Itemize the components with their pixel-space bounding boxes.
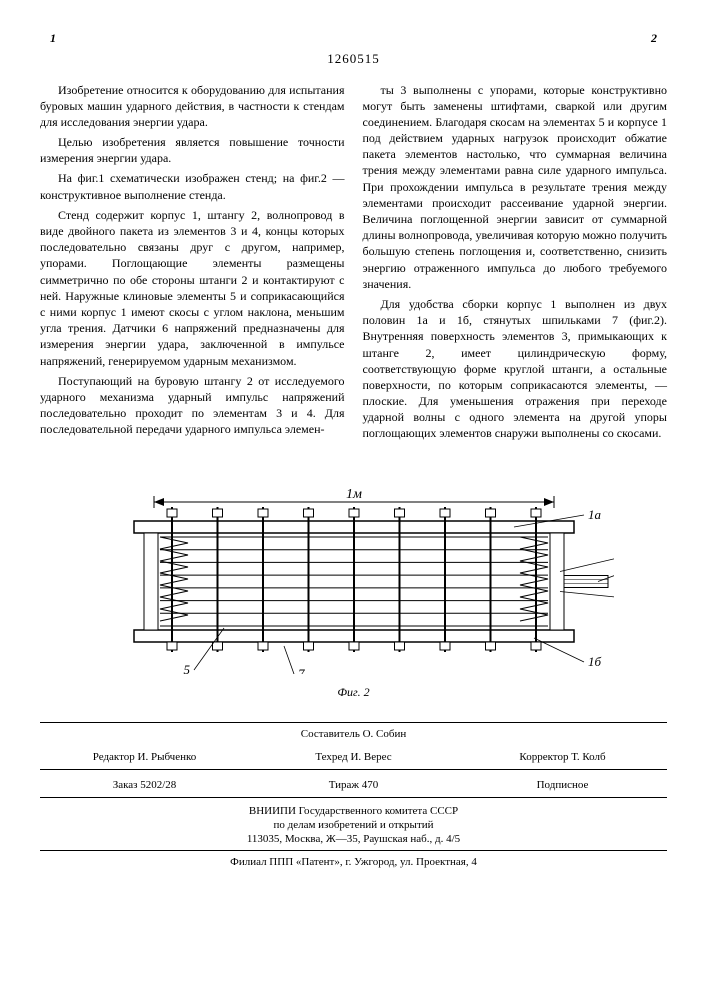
org-line: ВНИИПИ Государственного комитета СССР — [40, 804, 667, 818]
order: Заказ 5202/28 — [40, 778, 249, 793]
page-numbers: 1 2 — [40, 30, 667, 50]
org-line: Филиал ППП «Патент», г. Ужгород, ул. Про… — [40, 855, 667, 869]
svg-text:1б: 1б — [588, 654, 602, 669]
svg-text:1а: 1а — [588, 507, 602, 522]
figure-caption: Фиг. 2 — [40, 684, 667, 700]
tirage: Тираж 470 — [249, 778, 458, 793]
credits-block: Составитель О. Собин Редактор И. Рыбченк… — [40, 722, 667, 870]
svg-text:1м: 1м — [346, 487, 362, 502]
para: Для удобства сборки корпус 1 выполнен из… — [363, 296, 668, 442]
org-block: ВНИИПИ Государственного комитета СССР по… — [40, 804, 667, 870]
para: ты 3 выполнены с упорами, которые констр… — [363, 82, 668, 292]
subscribe: Подписное — [458, 778, 667, 793]
org-line: по делам изобретений и открытий — [40, 818, 667, 832]
divider — [40, 722, 667, 723]
document-number: 1260515 — [40, 50, 667, 68]
svg-text:5: 5 — [183, 662, 190, 674]
credits-row2: Заказ 5202/28 Тираж 470 Подписное — [40, 778, 667, 793]
editor: Редактор И. Рыбченко — [40, 750, 249, 765]
page-number-left: 1 — [50, 30, 56, 46]
org-line: 113035, Москва, Ж—35, Раушская наб., д. … — [40, 832, 667, 846]
svg-text:7: 7 — [298, 666, 305, 674]
divider — [40, 850, 667, 851]
para: Стенд содержит корпус 1, штангу 2, волно… — [40, 207, 345, 369]
compiler: Составитель О. Собин — [40, 727, 667, 742]
divider — [40, 797, 667, 798]
para: Изобретение относится к оборудованию для… — [40, 82, 345, 131]
text-columns: Изобретение относится к оборудованию для… — [40, 82, 667, 446]
para: На фиг.1 схематически изображен стенд; н… — [40, 170, 345, 202]
figure: 1м1а1б23457 — [40, 474, 667, 678]
col-right: ты 3 выполнены с упорами, которые констр… — [363, 82, 668, 446]
page-number-right: 2 — [651, 30, 657, 46]
tech: Техред И. Верес — [249, 750, 458, 765]
credits-row: Редактор И. Рыбченко Техред И. Верес Кор… — [40, 750, 667, 765]
para: Поступающий на буровую штангу 2 от иссле… — [40, 373, 345, 438]
para: Целью изобретения является повышение точ… — [40, 134, 345, 166]
col-left: Изобретение относится к оборудованию для… — [40, 82, 345, 446]
divider — [40, 769, 667, 770]
corrector: Корректор Т. Колб — [458, 750, 667, 765]
